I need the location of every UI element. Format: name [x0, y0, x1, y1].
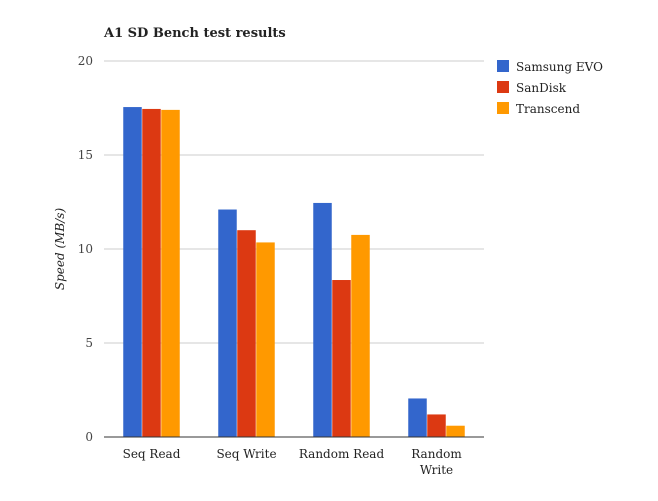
- x-category-label: Random Read: [299, 447, 385, 461]
- legend: Samsung EVO SanDisk Transcend: [497, 60, 603, 116]
- bar: [351, 234, 370, 437]
- legend-label: Samsung EVO: [516, 60, 603, 74]
- bar: [256, 242, 275, 437]
- bar: [332, 280, 351, 437]
- x-axis-categories: Seq Read Seq Write Random Read Random Write: [123, 447, 463, 477]
- bar: [142, 108, 161, 437]
- bar: [161, 109, 180, 437]
- x-category-label: Seq Write: [216, 447, 276, 461]
- y-axis-ticks: 0 5 10 15 20: [78, 54, 93, 444]
- legend-swatch: [497, 81, 509, 93]
- legend-swatch: [497, 60, 509, 72]
- x-category-label: Seq Read: [123, 447, 181, 461]
- legend-label: SanDisk: [516, 81, 567, 95]
- bar: [427, 414, 446, 437]
- gridlines: [104, 60, 484, 344]
- bars: [123, 107, 465, 437]
- bar: [313, 202, 332, 437]
- x-category-label: Random Write: [411, 447, 462, 477]
- y-tick-label: 10: [78, 242, 93, 256]
- y-tick-label: 0: [85, 430, 93, 444]
- y-axis-label: Speed (MB/s): [53, 208, 67, 291]
- y-tick-label: 20: [78, 54, 93, 68]
- y-tick-label: 5: [85, 336, 93, 350]
- bar: [123, 107, 142, 437]
- bar: [408, 398, 427, 437]
- bar: [237, 230, 256, 437]
- y-tick-label: 15: [78, 148, 93, 162]
- legend-label: Transcend: [516, 102, 580, 116]
- bar: [218, 209, 237, 437]
- chart-title: A1 SD Bench test results: [103, 26, 286, 41]
- legend-swatch: [497, 102, 509, 114]
- bar: [446, 425, 465, 437]
